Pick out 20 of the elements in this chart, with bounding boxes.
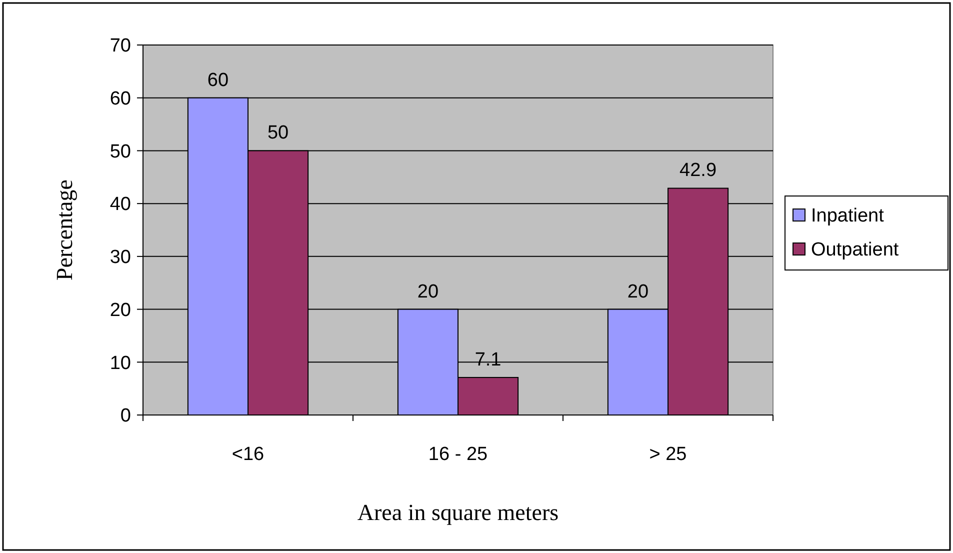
x-axis-title: Area in square meters: [357, 500, 559, 525]
data-label: 20: [627, 281, 649, 302]
data-label: 20: [417, 281, 439, 302]
legend-label: Outpatient: [811, 240, 900, 261]
y-tick-label: 0: [120, 406, 131, 427]
data-label: 50: [267, 122, 289, 144]
y-tick-label: 10: [110, 352, 131, 374]
x-tick-label: <16: [232, 444, 264, 465]
y-tick-label: 70: [110, 36, 131, 57]
y-axis-title: Percentage: [52, 180, 77, 280]
y-tick-label: 30: [110, 247, 131, 268]
y-tick-label: 50: [110, 141, 131, 162]
x-tick-label: > 25: [649, 444, 687, 465]
y-tick-label: 40: [110, 194, 131, 216]
legend-label: Inpatient: [811, 206, 885, 227]
data-label: 60: [207, 70, 229, 91]
y-tick-label: 20: [110, 300, 131, 321]
y-tick-label: 60: [110, 88, 131, 110]
x-tick-label: 16 - 25: [428, 444, 488, 465]
data-label: 42.9: [680, 160, 717, 182]
